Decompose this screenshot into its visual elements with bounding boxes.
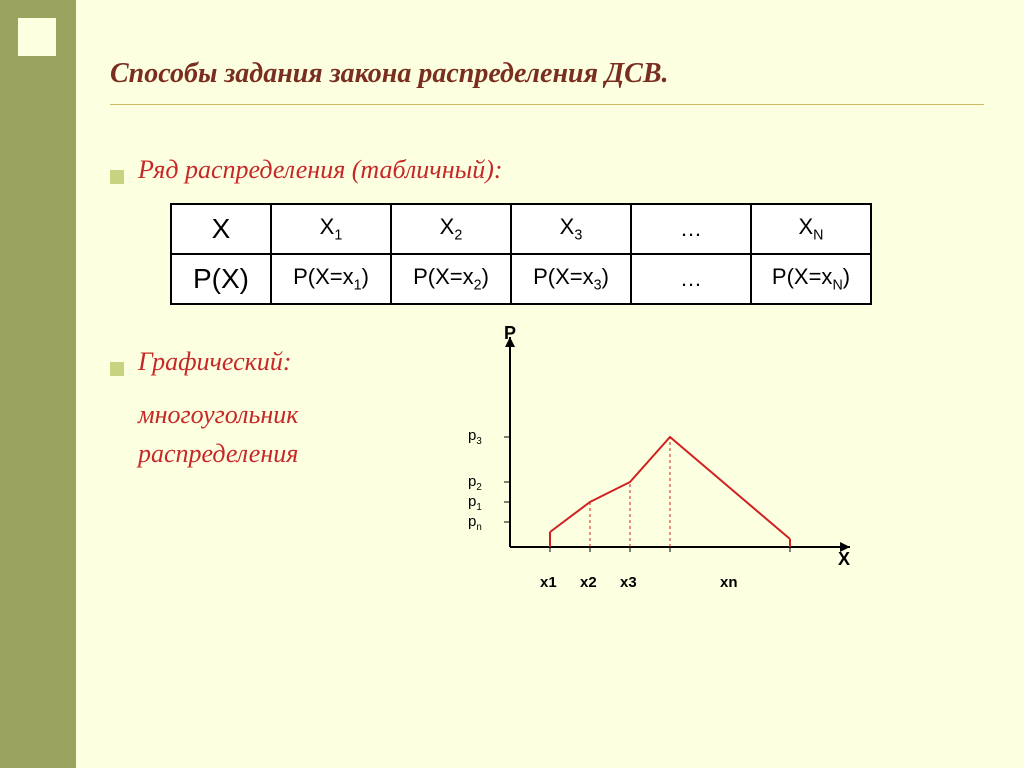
ytick: p1: [468, 493, 482, 513]
table-row: X X1 X2 X3 … XN: [171, 204, 871, 254]
bullet2-text: Графический:: [138, 347, 292, 377]
table-cell: X1: [271, 204, 391, 254]
graph-label-1: многоугольник: [138, 395, 460, 434]
table-cell: X3: [511, 204, 631, 254]
lower-section: Графический: многоугольник распределения…: [110, 347, 984, 607]
table-cell: X2: [391, 204, 511, 254]
bullet-icon: [110, 170, 124, 184]
side-accent-square: [18, 18, 56, 56]
bullet-icon: [110, 362, 124, 376]
table-cell: P(X=xN): [751, 254, 871, 304]
graph-label-2: распределения: [138, 434, 460, 473]
table-cell: P(X=x1): [271, 254, 391, 304]
xtick: x2: [580, 574, 597, 591]
slide-content: Способы задания закона распределения ДСВ…: [110, 58, 984, 607]
distribution-table: X X1 X2 X3 … XN P(X) P(X=x1) P(X=x2) P(X…: [170, 203, 872, 305]
xtick: x3: [620, 574, 637, 591]
table-header-x: X: [171, 204, 271, 254]
polygon-svg: [460, 327, 880, 607]
ytick: p2: [468, 473, 482, 493]
table-cell: XN: [751, 204, 871, 254]
bullet1-text: Ряд распределения (табличный):: [138, 155, 503, 185]
table-row: P(X) P(X=x1) P(X=x2) P(X=x3) … P(X=xN): [171, 254, 871, 304]
distribution-polygon-chart: P X p3 p2 p1 pn x1 x2 x3 xn: [460, 327, 880, 607]
x-axis-label: X: [838, 549, 850, 570]
slide-title: Способы задания закона распределения ДСВ…: [110, 58, 984, 105]
table-cell: P(X=x3): [511, 254, 631, 304]
table-cell: …: [631, 254, 751, 304]
lower-left-text: Графический: многоугольник распределения: [110, 347, 460, 473]
y-axis-label: P: [504, 323, 516, 344]
side-accent-bar: [0, 0, 76, 768]
bullet-row-1: Ряд распределения (табличный):: [110, 155, 984, 185]
bullet-row-2: Графический:: [110, 347, 460, 377]
ytick: pn: [468, 513, 482, 533]
ytick: p3: [468, 427, 482, 447]
xtick: xn: [720, 574, 738, 591]
xtick: x1: [540, 574, 557, 591]
table-cell: …: [631, 204, 751, 254]
table-cell: P(X=x2): [391, 254, 511, 304]
table-header-px: P(X): [171, 254, 271, 304]
